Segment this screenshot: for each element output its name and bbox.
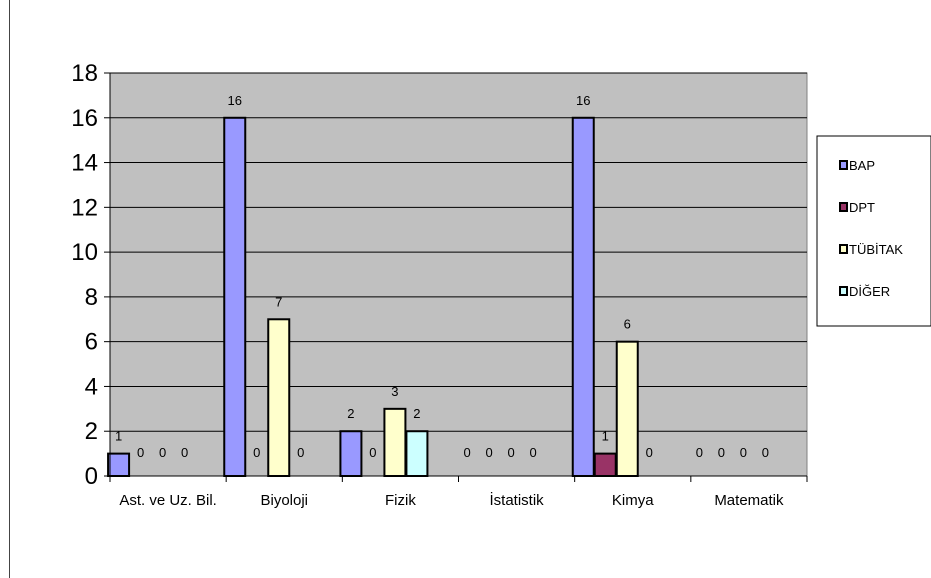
y-tick-label: 12 xyxy=(71,194,98,221)
data-label: 0 xyxy=(696,445,703,460)
data-label: 7 xyxy=(275,294,282,309)
data-label: 16 xyxy=(228,93,242,108)
bar-tübi̇tak xyxy=(615,340,639,477)
legend-box xyxy=(816,135,931,327)
legend-label: DİĞER xyxy=(849,284,890,299)
data-label: 0 xyxy=(159,445,166,460)
x-axis-categories: Ast. ve Uz. Bil. Biyoloji Fizik İstatistik K… xyxy=(119,491,784,509)
legend-label: DPT xyxy=(849,200,875,215)
data-label: 1 xyxy=(602,429,609,444)
y-tick-label: 8 xyxy=(85,284,98,311)
x-category-label: Kimya xyxy=(612,492,654,509)
x-category-label: Matematik xyxy=(714,492,784,509)
data-label: 2 xyxy=(413,406,420,421)
data-label: 0 xyxy=(507,445,514,460)
y-tick-label: 4 xyxy=(85,373,98,400)
data-label: 0 xyxy=(740,445,747,460)
y-tick-label: 10 xyxy=(71,239,98,266)
legend-label: BAP xyxy=(849,158,875,173)
data-label: 6 xyxy=(624,317,631,332)
y-tick-label: 16 xyxy=(71,105,98,132)
y-tick-label: 18 xyxy=(71,60,98,87)
y-tick-label: 6 xyxy=(85,329,98,356)
data-label: 0 xyxy=(297,445,304,460)
bar-tübi̇tak xyxy=(267,318,291,477)
data-label: 0 xyxy=(253,445,260,460)
bar-tübi̇tak xyxy=(383,407,407,478)
data-label: 0 xyxy=(646,445,653,460)
data-label: 2 xyxy=(347,406,354,421)
y-tick-label: 0 xyxy=(85,463,98,490)
data-label: 0 xyxy=(137,445,144,460)
legend-label: TÜBİTAK xyxy=(849,242,903,257)
axes xyxy=(104,72,808,482)
chart-frame xyxy=(9,0,931,578)
x-category-label: Biyoloji xyxy=(260,492,308,509)
x-category-label: Ast. ve Uz. Bil. xyxy=(119,492,217,509)
y-tick-label: 14 xyxy=(71,150,98,177)
x-category-label: Fizik xyxy=(385,492,416,509)
legend-swatch xyxy=(839,244,848,254)
data-label: 1 xyxy=(115,429,122,444)
bar-dpt xyxy=(593,452,617,478)
legend-swatch xyxy=(839,160,848,170)
data-label: 0 xyxy=(369,445,376,460)
data-label: 16 xyxy=(576,93,590,108)
plot-area xyxy=(109,72,808,477)
bar-di̇ğer xyxy=(405,430,429,478)
bars xyxy=(107,116,639,478)
legend: BAP DPT TÜBİTAK DİĞER xyxy=(816,135,931,327)
data-label: 0 xyxy=(485,445,492,460)
data-label: 0 xyxy=(181,445,188,460)
data-label: 0 xyxy=(762,445,769,460)
data-label: 3 xyxy=(391,384,398,399)
bar-bap xyxy=(571,116,595,478)
bar-bap xyxy=(339,430,363,478)
bar-bap xyxy=(107,452,131,478)
legend-swatch xyxy=(839,286,848,296)
y-tick-label: 2 xyxy=(85,418,98,445)
y-axis-ticks: 0 2 4 6 8 10 12 14 16 18 xyxy=(71,60,98,490)
legend-swatch xyxy=(839,202,848,212)
data-label: 0 xyxy=(463,445,470,460)
bar-bap xyxy=(223,116,247,478)
x-category-label: İstatistik xyxy=(489,491,544,509)
data-label: 0 xyxy=(529,445,536,460)
data-label: 0 xyxy=(718,445,725,460)
